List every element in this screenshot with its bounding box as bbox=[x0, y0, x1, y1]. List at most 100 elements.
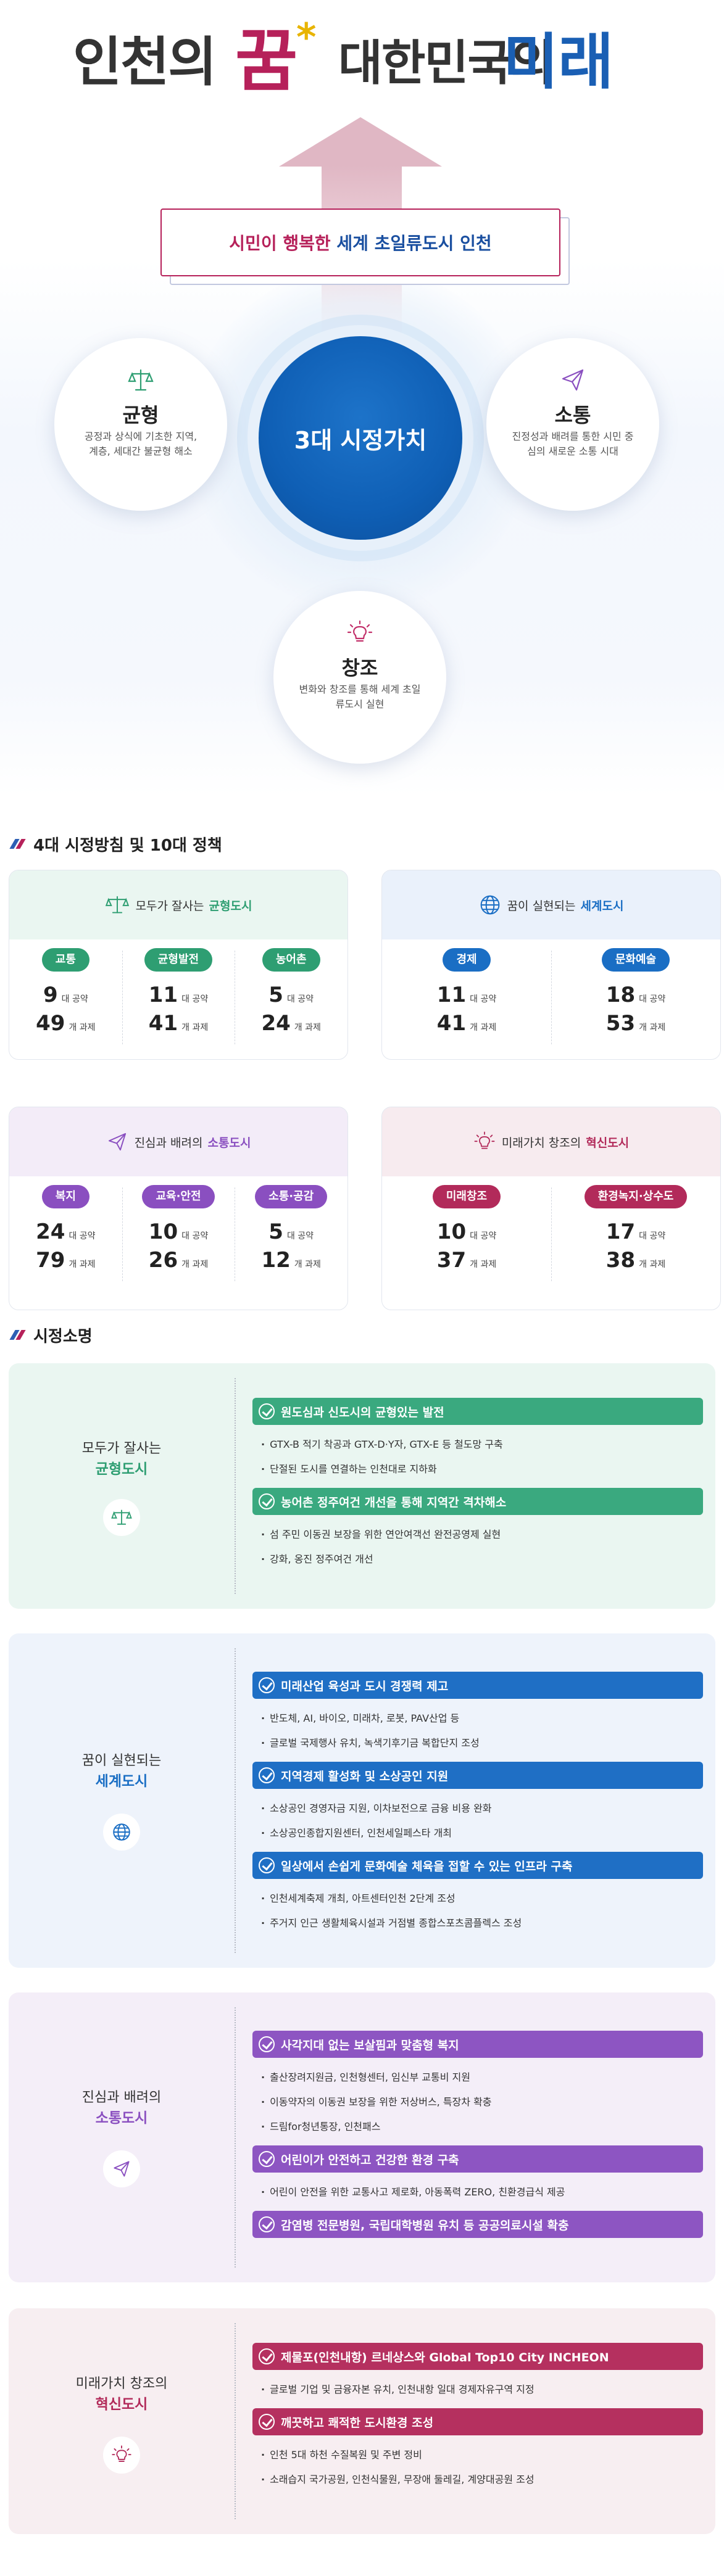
value-title: 창조 bbox=[341, 656, 378, 680]
pledge-unit: 대 공약 bbox=[61, 994, 88, 1004]
mission-bullet: 단절된 도시를 연결하는 인천대로 지하화 bbox=[261, 1461, 703, 1476]
core-value-label: 3대 시정가치 bbox=[294, 426, 427, 454]
task-count: 49 bbox=[36, 1011, 65, 1036]
hero-section: 인천의 꿈 * 대한민국의 미래 시민이 행복한 세계 초일류도시 인천 3대 … bbox=[0, 0, 724, 796]
slash-mark-icon bbox=[9, 1330, 26, 1340]
check-circle-icon bbox=[259, 2216, 275, 2232]
mission-divider bbox=[235, 2323, 236, 2519]
mission-group-title: 제물포(인천내항) 르네상스와 Global Top10 City INCHEO… bbox=[252, 2343, 703, 2370]
scale-icon bbox=[105, 896, 129, 914]
pledge-unit: 대 공약 bbox=[470, 1231, 497, 1241]
mission-group-title-text: 사각지대 없는 보살핌과 맞춤형 복지 bbox=[281, 2038, 459, 2052]
lightbulb-icon bbox=[474, 1131, 495, 1149]
mission-section-header: 시정소명 bbox=[9, 1323, 93, 1347]
mission-bullet: 어린이 안전을 위한 교통사고 제로화, 아동폭력 ZERO, 친환경급식 제공 bbox=[261, 2184, 703, 2198]
lightbulb-icon bbox=[347, 620, 373, 642]
task-unit: 개 과제 bbox=[294, 1023, 321, 1033]
mission-block-balance: 모두가 잘사는 균형도시 원도심과 신도시의 균형있는 발전 GTX-B 적기 … bbox=[9, 1363, 715, 1609]
task-count: 37 bbox=[436, 1248, 467, 1273]
mission-divider bbox=[235, 2007, 236, 2268]
mission-bullet: 반도체, AI, 바이오, 미래차, 로봇, PAV산업 등 bbox=[261, 1710, 703, 1725]
value-desc: 공정과 상식에 기초한 지역, 계층, 세대간 불균형 해소 bbox=[84, 431, 198, 457]
pledge-unit: 대 공약 bbox=[470, 994, 497, 1004]
mission-bullet: 섬 주민 이동권 보장을 위한 연안여객선 완전공영제 실현 bbox=[261, 1526, 703, 1541]
policy-card-prefix: 미래가치 창조의 bbox=[501, 1136, 581, 1150]
policy-item-label: 교육·안전 bbox=[142, 1185, 215, 1208]
value-circle-communication: 소통 진정성과 배려를 통한 시민 중심의 새로운 소통 시대 bbox=[486, 338, 659, 511]
pledge-count: 10 bbox=[148, 1220, 178, 1244]
mission-bullet: 소래습지 국가공원, 인천식물원, 무장애 둘레길, 계양대공원 조성 bbox=[261, 2471, 703, 2486]
mission-group-title: 깨끗하고 쾌적한 도시환경 조성 bbox=[252, 2408, 703, 2435]
mission-group-title-text: 감염병 전문병원, 국립대학병원 유치 등 공공의료시설 확충 bbox=[281, 2218, 569, 2232]
mission-group-title: 어린이가 안전하고 건강한 환경 구축 bbox=[252, 2145, 703, 2173]
policy-card-name: 세계도시 bbox=[580, 899, 624, 913]
mission-bullet: 출산장려지원금, 인천형센터, 임신부 교통비 지원 bbox=[261, 2069, 703, 2084]
mission-block-communication: 진심과 배려의 소통도시 사각지대 없는 보살핌과 맞춤형 복지 출산장려지원금… bbox=[9, 1992, 715, 2282]
pledge-unit: 대 공약 bbox=[181, 1231, 209, 1241]
pledge-unit: 대 공약 bbox=[69, 1231, 96, 1241]
policy-item: 교육·안전 10 대 공약 26 개 과제 bbox=[122, 1176, 235, 1297]
mission-group-title: 일상에서 손쉽게 문화예술 체육을 접할 수 있는 인프라 구축 bbox=[252, 1852, 703, 1879]
policy-card-name: 소통도시 bbox=[207, 1136, 251, 1150]
mission-divider bbox=[235, 1378, 236, 1594]
hero-title-star: * bbox=[296, 15, 317, 60]
mission-bullet: 강화, 옹진 정주여건 개선 bbox=[261, 1551, 703, 1566]
policy-item-label: 교통 bbox=[41, 948, 89, 972]
core-value-circle: 3대 시정가치 bbox=[259, 336, 462, 540]
mission-block-innovation: 미래가치 창조의 혁신도시 제물포(인천내항) 르네상스와 Global Top… bbox=[9, 2308, 715, 2534]
mission-heading: 시정소명 bbox=[33, 1327, 93, 1346]
pledge-count: 5 bbox=[268, 1220, 283, 1244]
pledge-count: 11 bbox=[148, 983, 178, 1007]
mission-block-line1: 모두가 잘사는 bbox=[81, 1441, 162, 1456]
policy-item: 균형발전 11 대 공약 41 개 과제 bbox=[122, 939, 235, 1059]
check-circle-icon bbox=[259, 2414, 275, 2430]
vision-banner-part1: 시민이 행복한 bbox=[229, 233, 331, 254]
policy-item-label: 미래창조 bbox=[432, 1185, 501, 1208]
vision-banner-part2: 세계 초일류도시 인천 bbox=[336, 233, 492, 254]
mission-block-line1: 진심과 배려의 bbox=[81, 2090, 162, 2105]
policy-item-label: 문화예술 bbox=[601, 948, 670, 972]
mission-block-line1: 미래가치 창조의 bbox=[75, 2376, 168, 2392]
value-desc: 변화와 창조를 통해 세계 초일류도시 실현 bbox=[299, 683, 421, 710]
mission-block-line2: 혁신도시 bbox=[95, 2396, 148, 2413]
check-circle-icon bbox=[259, 1857, 275, 1873]
globe-icon bbox=[103, 1814, 140, 1851]
pledge-count: 9 bbox=[43, 983, 58, 1007]
mission-group-title: 미래산업 육성과 도시 경쟁력 제고 bbox=[252, 1672, 703, 1699]
vision-banner: 시민이 행복한 세계 초일류도시 인천 bbox=[160, 208, 560, 276]
arrow-up-icon bbox=[279, 117, 442, 167]
value-circle-balance: 균형 공정과 상식에 기초한 지역, 계층, 세대간 불균형 해소 bbox=[54, 338, 227, 511]
hero-title-part3: 대한민국의 bbox=[338, 36, 555, 91]
policy-card-prefix: 모두가 잘사는 bbox=[135, 899, 204, 913]
task-count: 79 bbox=[36, 1248, 65, 1273]
policy-card-header: 모두가 잘사는 균형도시 bbox=[9, 870, 347, 939]
policy-card-prefix: 꿈이 실현되는 bbox=[507, 899, 576, 913]
mission-group-title-text: 미래산업 육성과 도시 경쟁력 제고 bbox=[281, 1679, 449, 1693]
policy-item: 복지 24 대 공약 79 개 과제 bbox=[9, 1176, 122, 1297]
mission-bullet: 소상공인종합지원센터, 인천세일페스타 개최 bbox=[261, 1825, 703, 1839]
check-circle-icon bbox=[259, 1493, 275, 1509]
slash-mark-icon bbox=[9, 839, 26, 849]
policy-item: 환경녹지·상수도 17 대 공약 38 개 과제 bbox=[551, 1176, 720, 1297]
mission-bullet: GTX-B 적기 착공과 GTX-D·Y자, GTX-E 등 철도망 구축 bbox=[261, 1436, 703, 1451]
scale-icon bbox=[128, 369, 154, 391]
pledge-unit: 대 공약 bbox=[639, 994, 666, 1004]
globe-icon bbox=[480, 895, 499, 915]
mission-bullet: 인천 5대 하천 수질복원 및 주변 정비 bbox=[261, 2446, 703, 2461]
task-unit: 개 과제 bbox=[69, 1023, 96, 1033]
task-unit: 개 과제 bbox=[69, 1260, 96, 1269]
mission-group-title-text: 일상에서 손쉽게 문화예술 체육을 접할 수 있는 인프라 구축 bbox=[281, 1859, 573, 1873]
pledge-count: 5 bbox=[268, 983, 283, 1007]
task-unit: 개 과제 bbox=[294, 1260, 321, 1269]
task-count: 38 bbox=[605, 1248, 636, 1273]
value-desc: 진정성과 배려를 통한 시민 중심의 새로운 소통 시대 bbox=[512, 431, 634, 457]
policy-card-header: 미래가치 창조의 혁신도시 bbox=[382, 1107, 720, 1176]
policy-item-label: 복지 bbox=[41, 1185, 89, 1208]
task-count: 41 bbox=[436, 1011, 467, 1036]
mission-block-line2: 세계도시 bbox=[95, 1773, 148, 1790]
policy-item: 미래창조 10 대 공약 37 개 과제 bbox=[382, 1176, 551, 1297]
policy-card-global: 꿈이 실현되는 세계도시 경제 11 대 공약 41 개 과제 문화예술 18 대 공약… bbox=[381, 870, 721, 1060]
